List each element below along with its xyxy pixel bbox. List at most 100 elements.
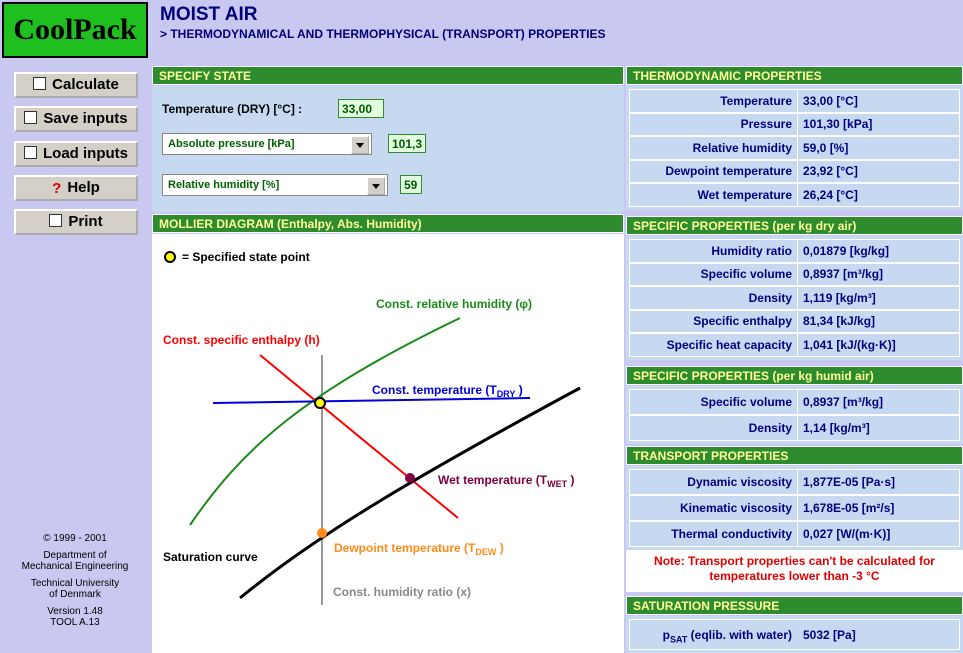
text: Dewpoint temperature (T [334, 541, 476, 555]
relative-humidity-curve [189, 317, 461, 526]
text: ) [496, 541, 503, 555]
table-row: Specific enthalpy 81,34 [kJ/kg] [629, 309, 960, 333]
logo: CoolPack [2, 2, 148, 58]
row-value: 1,678E-05 [m²/s] [803, 501, 895, 515]
enthalpy-line [259, 354, 459, 519]
subscript: DEW [475, 547, 497, 557]
row-value: 1,14 [kg/m³] [803, 421, 870, 435]
cell-divider [797, 160, 798, 182]
header: MOIST AIR > THERMODYNAMICAL AND THERMOPH… [152, 0, 963, 60]
button-label: Load inputs [43, 145, 128, 162]
section-header: SATURATION PRESSURE [626, 596, 963, 615]
row-value: 1,041 [kJ/(kg·K)] [803, 337, 896, 352]
specify-state-panel: Temperature (DRY) [°C] : 33,00 Absolute … [152, 86, 624, 212]
relative-humidity-label: Const. relative humidity (φ) [376, 297, 532, 311]
cell-divider [797, 390, 798, 414]
table-row: Humidity ratio 0,01879 [kg/kg] [629, 239, 960, 263]
table-row: Dynamic viscosity 1,877E-05 [Pa·s] [629, 469, 960, 495]
row-value: 23,92 [°C] [803, 164, 858, 179]
diagram-background [152, 234, 624, 653]
button-label: Print [68, 213, 103, 230]
table-row: Relative humidity 59,0 [%] [629, 136, 960, 160]
humidity-ratio-label: Const. humidity ratio (x) [333, 585, 471, 599]
row-value: 81,34 [kJ/kg] [803, 314, 876, 329]
saturation-panel: pSAT (eqlib. with water) 5032 [Pa] [626, 616, 963, 653]
cell-divider [797, 113, 798, 135]
row-label: Relative humidity [692, 140, 792, 155]
button-label: Save inputs [43, 110, 128, 127]
credit-line: TOOL A.13 [50, 617, 100, 628]
row-value: 26,24 [°C] [803, 187, 858, 202]
select-text: Relative humidity [%] [168, 179, 280, 191]
row-value: 59,0 [%] [803, 140, 849, 155]
row-label: Density [748, 290, 792, 305]
row-value: 0,027 [W/(m·K)] [803, 527, 891, 541]
legend-marker [164, 251, 176, 263]
pressure-input[interactable]: 101,3 [388, 134, 426, 153]
temperature-label: Temperature (DRY) [°C] : [162, 102, 303, 116]
table-row: Wet temperature 26,24 [°C] [629, 183, 960, 207]
row-label: Dewpoint temperature [665, 164, 792, 179]
save-inputs-button[interactable]: Save inputs [14, 106, 138, 132]
table-row: Dewpoint temperature 23,92 [°C] [629, 159, 960, 183]
help-button[interactable]: ? Help [14, 175, 138, 201]
cell-divider [797, 470, 798, 494]
row-label: pSAT (eqlib. with water) [662, 628, 792, 645]
row-value: 1,877E-05 [Pa·s] [803, 475, 896, 489]
cell-divider [797, 184, 798, 206]
select-text: Absolute pressure [kPa] [168, 138, 295, 150]
text: Const. temperature (T [372, 383, 497, 397]
section-header: SPECIFY STATE [152, 66, 624, 85]
table-row: Density 1,14 [kg/m³] [629, 415, 960, 441]
pressure-select[interactable]: Absolute pressure [kPa] [162, 133, 372, 155]
row-value: 0,01879 [kg/kg] [803, 243, 890, 258]
row-label: Specific volume [700, 267, 792, 282]
section-header: SPECIFIC PROPERTIES (per kg humid air) [626, 366, 963, 385]
load-inputs-button[interactable]: Load inputs [14, 141, 138, 167]
dew-point [317, 528, 327, 538]
cell-divider [797, 90, 798, 112]
credit-line: Technical University [30, 578, 120, 589]
humidity-input[interactable]: 59 [400, 175, 422, 194]
wet-point [405, 473, 415, 483]
row-label: Humidity ratio [711, 243, 792, 258]
table-row: Specific volume 0,8937 [m³/kg] [629, 262, 960, 286]
saturation-curve [239, 386, 581, 600]
row-label: Kinematic viscosity [679, 501, 792, 515]
note-line: Note: Transport properties can't be calc… [654, 554, 935, 568]
cell-divider [797, 416, 798, 440]
cell-divider [797, 137, 798, 159]
cell-divider [797, 240, 798, 262]
text: ) [515, 383, 522, 397]
saturation-label: Saturation curve [163, 550, 258, 564]
credit-line: Mechanical Engineering [21, 561, 129, 572]
row-value: 0,8937 [m³/kg] [803, 395, 884, 409]
calculate-button[interactable]: Calculate [14, 72, 138, 98]
section-header: THERMODYNAMIC PROPERTIES [626, 66, 963, 85]
credit-line: Version 1.48 [47, 606, 103, 617]
enthalpy-label: Const. specific enthalpy (h) [163, 333, 320, 347]
row-label: Specific volume [700, 395, 792, 409]
credit-line: of Denmark [49, 589, 101, 600]
humidity-select[interactable]: Relative humidity [%] [162, 174, 388, 196]
row-value: 101,30 [kPa] [803, 117, 873, 132]
credit-line: © 1999 - 2001 [43, 533, 107, 544]
print-button[interactable]: Print [14, 209, 138, 235]
row-label: Wet temperature [697, 187, 792, 202]
note-line: temperatures lower than -3 °C [709, 569, 880, 583]
cell-divider [797, 334, 798, 356]
table-row: Kinematic viscosity 1,678E-05 [m²/s] [629, 495, 960, 521]
mollier-diagram: = Specified state point Const. relative … [152, 234, 624, 653]
state-point [314, 397, 326, 409]
row-value: 0,8937 [m³/kg] [803, 267, 884, 282]
row-label: Density [748, 421, 792, 435]
section-header: SPECIFIC PROPERTIES (per kg dry air) [626, 216, 963, 235]
subscript: WET [547, 479, 567, 489]
table-row: Pressure 101,30 [kPa] [629, 112, 960, 136]
table-row: Temperature 33,00 [°C] [629, 89, 960, 113]
properties-panel: Specific volume 0,8937 [m³/kg] Density 1,14… [626, 386, 963, 444]
table-row: Specific heat capacity 1,041 [kJ/(kg·K)] [629, 333, 960, 357]
temperature-input[interactable]: 33,00 [338, 99, 384, 118]
legend-text: = Specified state point [182, 250, 310, 264]
temperature-label: Const. temperature (TDRY ) [372, 383, 523, 399]
